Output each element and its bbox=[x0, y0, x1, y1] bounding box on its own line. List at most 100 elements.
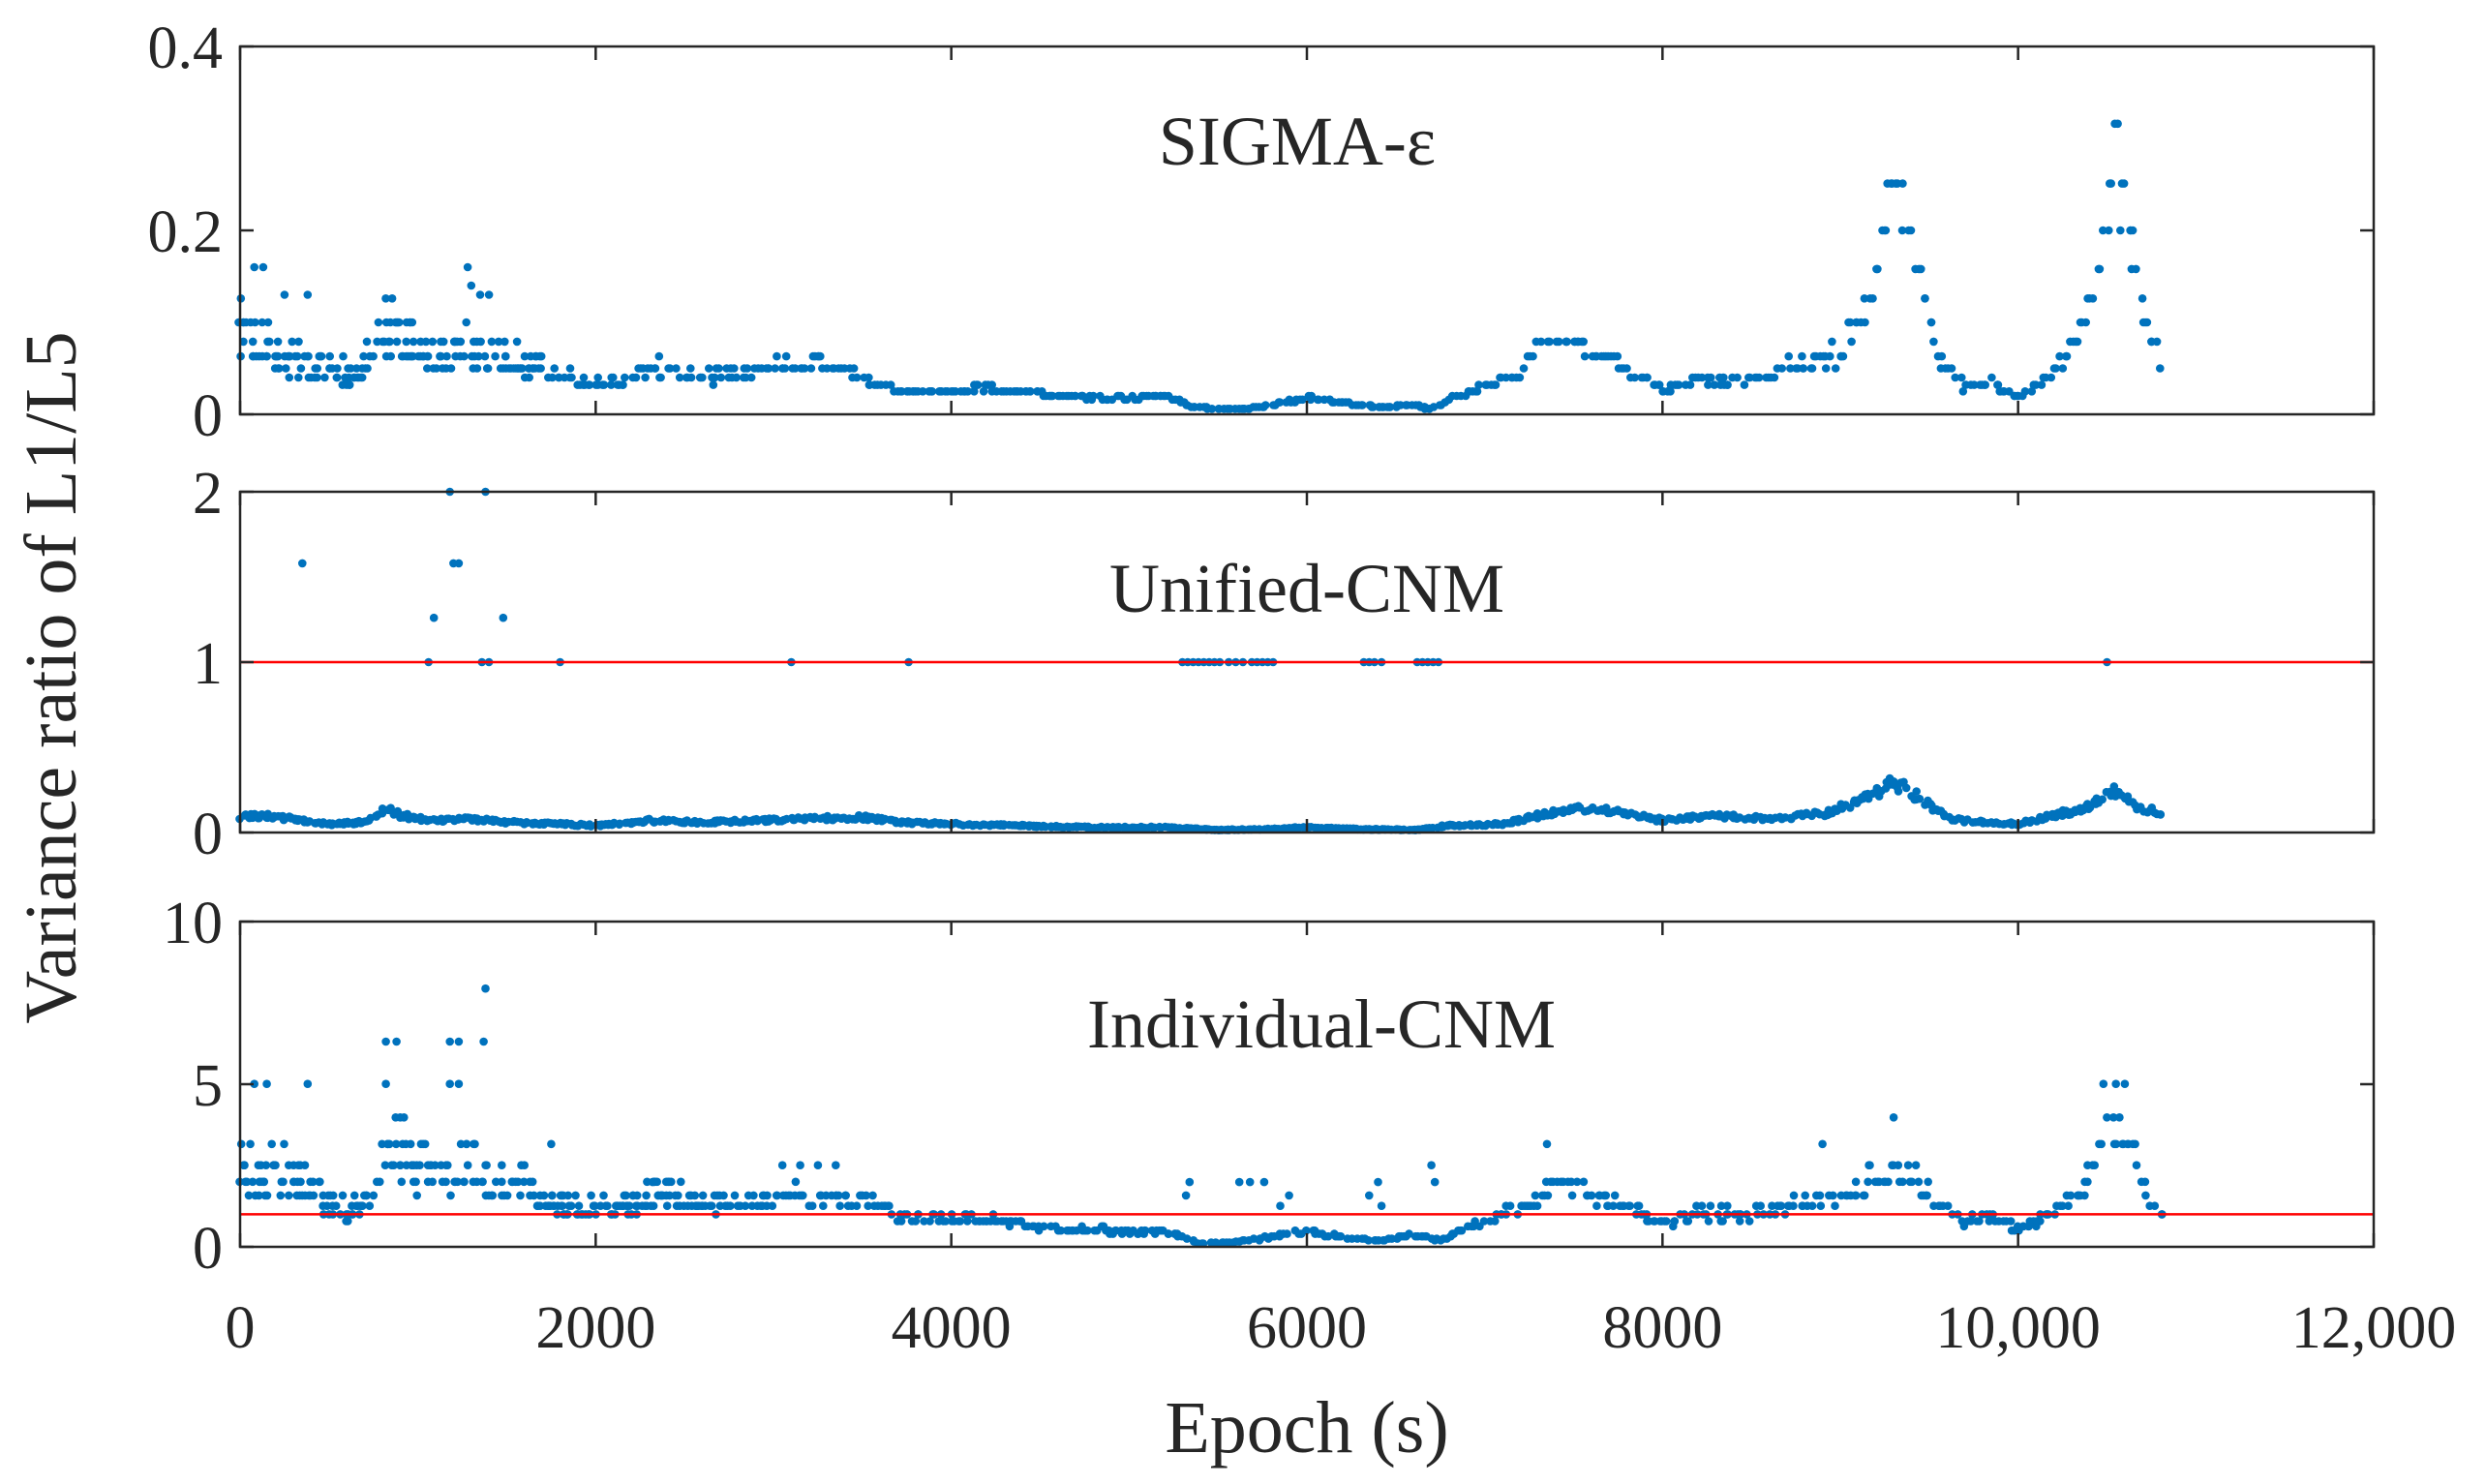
data-point bbox=[411, 1177, 420, 1187]
data-point bbox=[483, 364, 492, 373]
panel-individual-cnm: 0 5 10 Individual-CNM bbox=[163, 891, 2376, 1282]
data-point bbox=[1026, 387, 1035, 396]
data-point bbox=[481, 1161, 490, 1169]
data-point bbox=[386, 351, 396, 361]
data-point bbox=[1374, 1177, 1382, 1187]
data-point bbox=[1654, 380, 1663, 389]
data-point bbox=[1884, 1177, 1893, 1187]
data-point bbox=[1818, 1139, 1827, 1149]
data-point bbox=[698, 1191, 708, 1200]
data-point bbox=[2090, 1161, 2099, 1169]
data-point bbox=[1926, 318, 1936, 327]
data-point bbox=[1889, 777, 1898, 786]
sigma-epsilon-markers bbox=[234, 119, 2165, 413]
data-point bbox=[258, 318, 267, 327]
data-point bbox=[520, 1161, 529, 1169]
data-point bbox=[1985, 1217, 1994, 1226]
panel-title-sigma-epsilon: SIGMA-ε bbox=[1159, 103, 1436, 180]
data-point bbox=[864, 1201, 872, 1210]
data-point bbox=[2108, 1113, 2118, 1122]
data-point bbox=[1951, 373, 1959, 382]
data-point bbox=[781, 351, 791, 361]
data-point bbox=[973, 380, 983, 389]
data-point bbox=[271, 1161, 280, 1169]
data-point bbox=[310, 373, 319, 382]
data-point bbox=[806, 364, 816, 373]
data-point bbox=[443, 1161, 452, 1169]
data-point bbox=[741, 1201, 750, 1210]
data-point bbox=[292, 351, 302, 361]
data-point bbox=[2137, 294, 2147, 303]
data-point bbox=[267, 1139, 277, 1149]
data-point bbox=[265, 337, 274, 347]
data-point bbox=[1704, 1217, 1713, 1226]
data-point bbox=[381, 1079, 390, 1088]
data-point bbox=[279, 1177, 288, 1187]
data-point bbox=[1207, 405, 1217, 413]
data-point bbox=[763, 1191, 772, 1200]
data-point bbox=[280, 1139, 288, 1149]
data-point bbox=[885, 1201, 894, 1210]
data-point bbox=[955, 1217, 963, 1226]
data-point bbox=[273, 351, 283, 361]
data-point bbox=[1529, 351, 1537, 361]
data-point bbox=[1865, 1161, 1874, 1169]
panel-title-unified-cnm: Unified-CNM bbox=[1109, 550, 1504, 627]
data-point bbox=[1851, 1177, 1861, 1187]
data-point bbox=[316, 1177, 324, 1187]
data-point bbox=[2058, 1201, 2067, 1210]
data-point bbox=[515, 364, 525, 373]
data-point bbox=[677, 1177, 685, 1187]
data-point bbox=[454, 1037, 464, 1046]
data-point bbox=[772, 1191, 781, 1200]
data-point bbox=[1815, 1191, 1825, 1200]
data-point bbox=[285, 1191, 293, 1200]
data-point bbox=[1821, 364, 1831, 373]
y-tick-label: 2 bbox=[193, 461, 223, 527]
data-point bbox=[429, 613, 439, 622]
data-point bbox=[1087, 395, 1097, 405]
data-point bbox=[675, 373, 684, 382]
data-point bbox=[1252, 403, 1260, 411]
data-point bbox=[1643, 373, 1652, 382]
data-point bbox=[2115, 1113, 2124, 1122]
data-point bbox=[1851, 1191, 1861, 1200]
data-point bbox=[587, 1191, 595, 1200]
data-point bbox=[1190, 403, 1198, 411]
data-point bbox=[1842, 1191, 1852, 1200]
data-point bbox=[2006, 1217, 2016, 1226]
data-point bbox=[280, 290, 289, 299]
data-point bbox=[239, 1161, 249, 1169]
y-tick-label: 0.2 bbox=[148, 199, 224, 265]
panel-unified-cnm: 0 1 2 Unified-CNM bbox=[193, 461, 2376, 867]
data-point bbox=[918, 387, 927, 396]
data-point bbox=[1943, 1201, 1953, 1210]
data-point bbox=[1706, 1201, 1715, 1210]
data-point bbox=[1543, 1191, 1553, 1200]
y-tick-label: 10 bbox=[163, 891, 223, 956]
data-point bbox=[1733, 373, 1742, 382]
data-point bbox=[1234, 1177, 1244, 1187]
data-point bbox=[807, 1201, 817, 1210]
data-point bbox=[2071, 337, 2080, 347]
data-point bbox=[746, 373, 756, 382]
data-point bbox=[258, 1177, 267, 1187]
data-point bbox=[1907, 1177, 1917, 1187]
data-point bbox=[528, 1177, 537, 1187]
data-point bbox=[2099, 1079, 2108, 1088]
data-point bbox=[566, 1201, 576, 1210]
data-point bbox=[445, 1079, 455, 1088]
data-point bbox=[250, 1079, 259, 1088]
data-point bbox=[1860, 294, 1869, 303]
data-point bbox=[749, 1191, 758, 1200]
data-point bbox=[320, 373, 329, 382]
panel-title-individual-cnm: Individual-CNM bbox=[1087, 985, 1556, 1063]
data-point bbox=[362, 337, 372, 347]
data-point bbox=[1873, 264, 1882, 274]
data-point bbox=[1892, 179, 1900, 188]
data-point bbox=[1430, 1177, 1440, 1187]
data-point bbox=[1777, 364, 1786, 373]
data-point bbox=[2109, 1139, 2119, 1149]
data-point bbox=[328, 1191, 338, 1200]
data-point bbox=[1592, 351, 1600, 361]
